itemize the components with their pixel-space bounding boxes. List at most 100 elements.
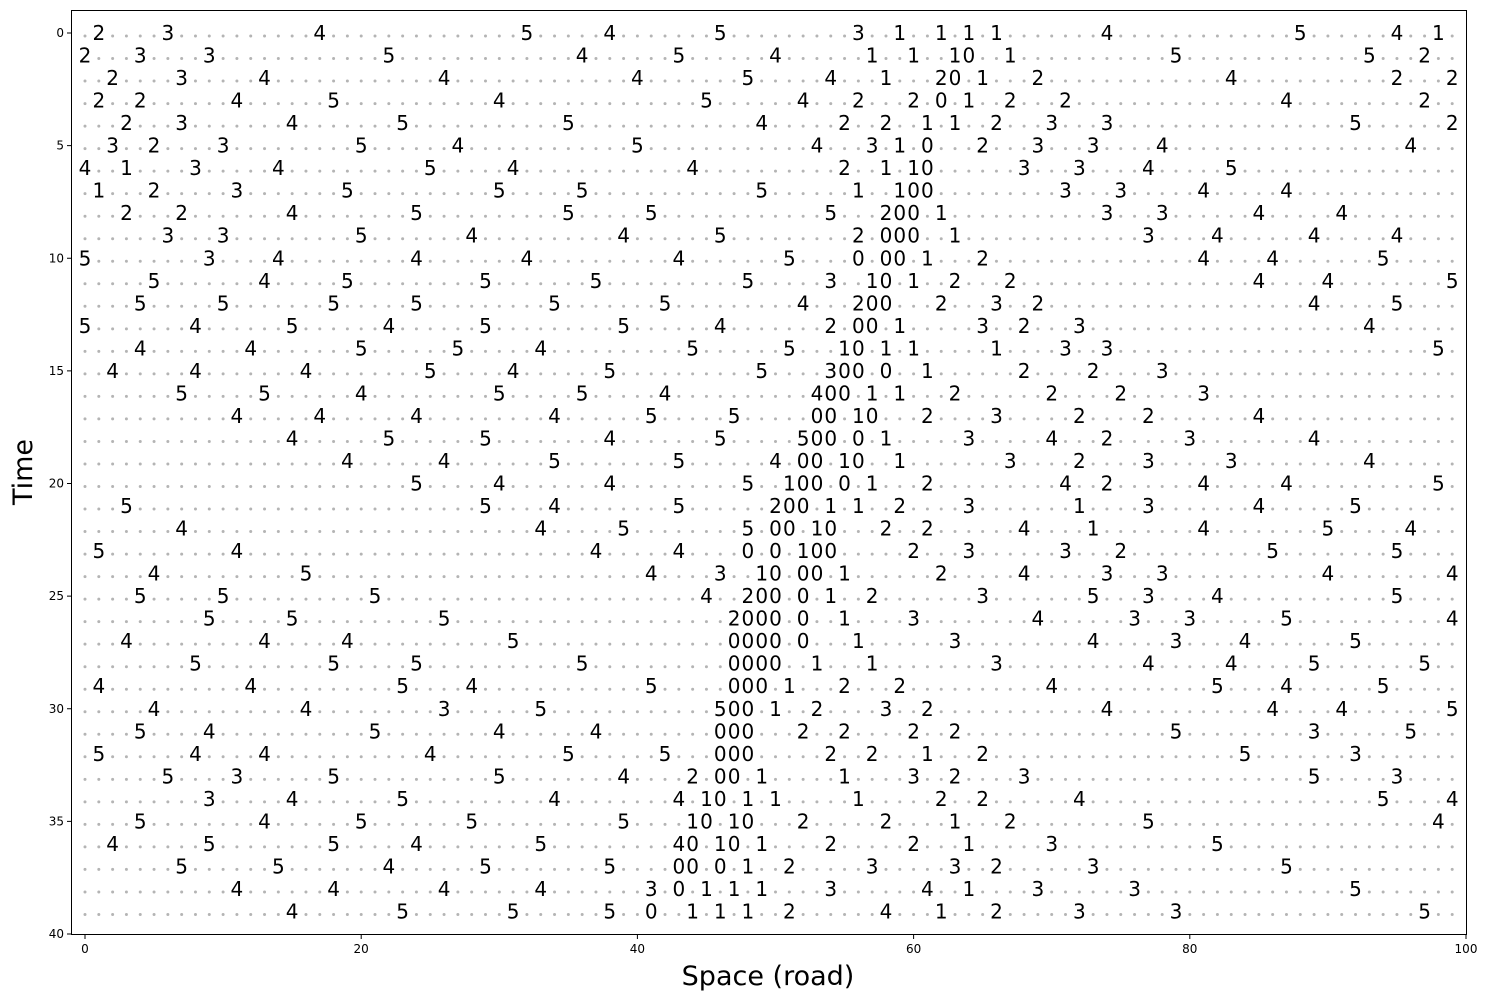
empty-cell-dot bbox=[1160, 417, 1164, 421]
empty-cell-dot bbox=[1050, 79, 1054, 83]
empty-cell-dot bbox=[649, 642, 653, 646]
empty-cell-dot bbox=[1146, 327, 1150, 331]
empty-cell-dot bbox=[470, 755, 474, 759]
empty-cell-dot bbox=[193, 304, 197, 308]
vehicle-speed-label: 1 bbox=[893, 449, 906, 473]
vehicle-speed-label: 5 bbox=[382, 426, 395, 450]
empty-cell-dot bbox=[442, 575, 446, 579]
empty-cell-dot bbox=[428, 687, 432, 691]
empty-cell-dot bbox=[207, 34, 211, 38]
empty-cell-dot bbox=[580, 485, 584, 488]
empty-cell-dot bbox=[387, 192, 391, 196]
empty-cell-dot bbox=[1091, 710, 1095, 714]
empty-cell-dot bbox=[428, 575, 432, 579]
empty-cell-dot bbox=[898, 912, 902, 916]
empty-cell-dot bbox=[166, 620, 170, 624]
empty-cell-dot bbox=[553, 169, 557, 173]
vehicle-speed-label: 4 bbox=[659, 381, 672, 405]
empty-cell-dot bbox=[138, 867, 142, 871]
empty-cell-dot bbox=[318, 710, 322, 714]
empty-cell-dot bbox=[718, 417, 722, 421]
empty-cell-dot bbox=[1354, 597, 1358, 601]
vehicle-speed-label: 0 bbox=[728, 629, 741, 653]
empty-cell-dot bbox=[1284, 732, 1288, 736]
empty-cell-dot bbox=[401, 102, 405, 106]
empty-cell-dot bbox=[1215, 417, 1219, 421]
empty-cell-dot bbox=[787, 620, 791, 624]
empty-cell-dot bbox=[304, 147, 308, 151]
empty-cell-dot bbox=[1257, 192, 1261, 196]
empty-cell-dot bbox=[691, 642, 695, 646]
empty-cell-dot bbox=[483, 192, 487, 196]
empty-cell-dot bbox=[898, 845, 902, 849]
empty-cell-dot bbox=[359, 462, 363, 466]
empty-cell-dot bbox=[180, 665, 184, 669]
empty-cell-dot bbox=[774, 687, 777, 691]
empty-cell-dot bbox=[483, 665, 487, 669]
empty-cell-dot bbox=[898, 79, 902, 83]
empty-cell-dot bbox=[1354, 732, 1358, 736]
empty-cell-dot bbox=[97, 282, 101, 286]
empty-cell-dot bbox=[994, 485, 998, 488]
empty-cell-dot bbox=[221, 552, 225, 556]
vehicle-speed-label: 2 bbox=[976, 246, 989, 270]
empty-cell-dot bbox=[138, 214, 142, 218]
empty-cell-dot bbox=[787, 755, 791, 759]
empty-cell-dot bbox=[414, 237, 418, 241]
empty-cell-dot bbox=[414, 394, 418, 398]
empty-cell-dot bbox=[428, 349, 432, 353]
empty-cell-dot bbox=[221, 327, 225, 331]
empty-cell-dot bbox=[1229, 642, 1233, 646]
empty-cell-dot bbox=[1174, 192, 1178, 196]
empty-cell-dot bbox=[221, 665, 225, 669]
empty-cell-dot bbox=[1077, 732, 1081, 736]
empty-cell-dot bbox=[414, 732, 418, 736]
empty-cell-dot bbox=[1298, 845, 1302, 849]
empty-cell-dot bbox=[345, 530, 349, 534]
vehicle-speed-label: 2 bbox=[893, 494, 906, 518]
empty-cell-dot bbox=[1284, 755, 1288, 759]
empty-cell-dot bbox=[152, 169, 156, 173]
vehicle-speed-label: 0 bbox=[838, 381, 851, 405]
empty-cell-dot bbox=[663, 214, 667, 218]
empty-cell-dot bbox=[1077, 665, 1081, 669]
vehicle-speed-label: 4 bbox=[1446, 607, 1459, 631]
empty-cell-dot bbox=[884, 462, 888, 466]
empty-cell-dot bbox=[939, 507, 943, 511]
empty-cell-dot bbox=[746, 417, 750, 421]
empty-cell-dot bbox=[994, 192, 998, 196]
empty-cell-dot bbox=[124, 259, 128, 263]
empty-cell-dot bbox=[760, 485, 764, 488]
empty-cell-dot bbox=[166, 912, 170, 916]
empty-cell-dot bbox=[497, 34, 501, 38]
empty-cell-dot bbox=[994, 79, 998, 83]
vehicle-speed-label: 3 bbox=[990, 652, 1003, 676]
empty-cell-dot bbox=[1077, 845, 1081, 849]
vehicle-speed-label: 5 bbox=[92, 539, 105, 563]
empty-cell-dot bbox=[1423, 147, 1427, 151]
empty-cell-dot bbox=[304, 485, 308, 488]
empty-cell-dot bbox=[124, 57, 128, 61]
empty-cell-dot bbox=[401, 237, 405, 241]
vehicle-speed-label: 5 bbox=[631, 134, 644, 158]
vehicle-speed-label: 4 bbox=[1363, 314, 1376, 338]
vehicle-speed-label: 4 bbox=[1101, 697, 1114, 721]
empty-cell-dot bbox=[1064, 642, 1068, 646]
empty-cell-dot bbox=[414, 169, 418, 173]
empty-cell-dot bbox=[663, 349, 667, 353]
empty-cell-dot bbox=[829, 665, 833, 669]
empty-cell-dot bbox=[1091, 800, 1095, 804]
empty-cell-dot bbox=[815, 845, 819, 849]
empty-cell-dot bbox=[843, 912, 847, 916]
empty-cell-dot bbox=[884, 867, 888, 871]
vehicle-speed-label: 1 bbox=[907, 336, 920, 360]
vehicle-speed-label: 1 bbox=[962, 877, 975, 901]
empty-cell-dot bbox=[359, 800, 363, 804]
empty-cell-dot bbox=[525, 349, 529, 353]
vehicle-speed-label: 4 bbox=[672, 246, 685, 270]
empty-cell-dot bbox=[111, 102, 115, 106]
empty-cell-dot bbox=[442, 845, 446, 849]
empty-cell-dot bbox=[1450, 485, 1454, 488]
empty-cell-dot bbox=[566, 394, 570, 398]
empty-cell-dot bbox=[1229, 304, 1233, 308]
